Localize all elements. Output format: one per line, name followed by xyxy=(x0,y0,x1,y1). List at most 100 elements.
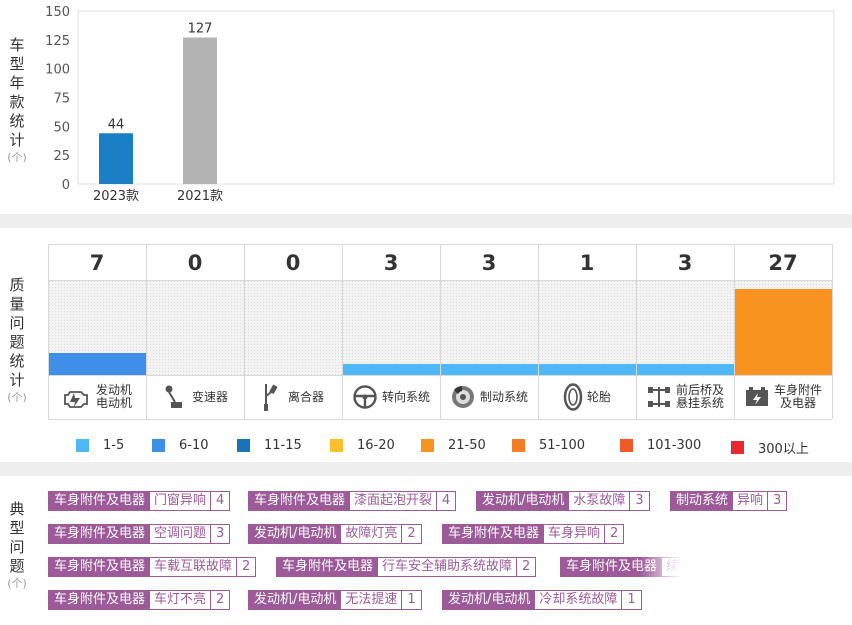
quality-category: 离合器 xyxy=(244,375,342,419)
quality-bar xyxy=(342,364,440,375)
quality-bar-area xyxy=(440,280,538,375)
x-category-label: 2023款 xyxy=(93,189,139,204)
gear-shift-icon xyxy=(165,385,182,408)
issue-tag-issue: 水泵故障 xyxy=(569,492,631,510)
issue-tag-issue: 行车安全辅助系统故障 xyxy=(378,558,518,576)
quality-category-label: 制动系统 xyxy=(479,389,528,404)
issue-tag[interactable]: 车身附件及电器 门窗异响 4 xyxy=(48,491,231,511)
issue-tag[interactable]: 发动机/电动机 无法提速 1 xyxy=(248,590,422,610)
issue-tag[interactable]: 车身附件及电器 车载互联故障 2 xyxy=(48,557,257,577)
suspension-icon xyxy=(647,387,670,407)
issue-tag-category: 车身附件及电器 xyxy=(49,525,151,543)
legend-label: 300以上 xyxy=(758,442,809,457)
grid-line xyxy=(48,244,49,419)
quality-count: 3 xyxy=(481,251,497,275)
issue-tag-category: 制动系统 xyxy=(671,492,734,510)
issue-tag-count: 3 xyxy=(773,493,782,508)
quality-bar xyxy=(538,364,636,375)
issue-tag-category: 发动机/电动机 xyxy=(249,525,342,543)
quality-category-label: 车身附件 及电器 xyxy=(773,383,822,410)
legend-swatch xyxy=(512,439,525,452)
issue-tag[interactable]: 车身附件及电器 车灯不亮 2 xyxy=(48,590,231,610)
legend-label: 11-15 xyxy=(264,438,302,453)
quality-category: 前后桥及 悬挂系统 xyxy=(636,375,734,419)
legend-label: 16-20 xyxy=(357,438,395,453)
legend-item: 16-20 xyxy=(330,438,395,453)
issue-tag-count: 1 xyxy=(627,592,636,607)
grid-line xyxy=(636,244,637,419)
year-stats-unit: (个) xyxy=(7,151,27,164)
issue-tag-category: 车身附件及电器 xyxy=(277,558,379,576)
legend-label: 51-100 xyxy=(539,438,586,453)
issue-tag[interactable]: 发动机/电动机 水泵故障 3 xyxy=(476,491,650,511)
issue-tag[interactable]: 制动系统 异响 3 xyxy=(670,491,788,511)
quality-bar xyxy=(440,364,538,375)
quality-stats-label: 质 量 问 题 统 计 (个) xyxy=(7,276,27,404)
tire-icon xyxy=(563,383,583,411)
issue-tag-count: 2 xyxy=(216,592,225,607)
legend-label: 21-50 xyxy=(448,438,486,453)
issue-tag[interactable]: 发动机/电动机 冷却系统故障 1 xyxy=(442,590,642,610)
legend-item: 51-100 xyxy=(512,438,585,453)
legend-item: 101-300 xyxy=(620,438,701,453)
y-tick-label: 0 xyxy=(62,178,70,193)
legend-swatch xyxy=(421,439,434,452)
legend-swatch xyxy=(76,439,89,452)
grid-line xyxy=(48,419,832,420)
y-tick-label: 75 xyxy=(53,92,70,107)
grid-line xyxy=(440,244,441,419)
legend-label: 101-300 xyxy=(647,438,702,453)
quality-count: 3 xyxy=(383,251,399,275)
battery-icon xyxy=(745,387,768,406)
legend-item: 11-15 xyxy=(237,438,302,453)
quality-category-label: 离合器 xyxy=(287,389,324,404)
quality-category: 变速器 xyxy=(146,375,244,419)
quality-count: 1 xyxy=(579,251,595,275)
legend-item: 300以上 xyxy=(731,438,809,457)
legend-item: 1-5 xyxy=(76,438,124,453)
issue-tag-count: 2 xyxy=(407,526,416,541)
brake-disc-icon xyxy=(451,386,474,408)
issue-tag-issue: 异响 xyxy=(733,492,769,510)
quality-bar-area xyxy=(342,280,440,375)
y-tick-label: 25 xyxy=(53,149,70,164)
quality-count: 0 xyxy=(285,251,301,275)
issue-tag-issue: 故障灯亮 xyxy=(341,525,403,543)
legend-item: 6-10 xyxy=(152,438,209,453)
quality-category: 制动系统 xyxy=(440,375,538,419)
issue-tag[interactable]: 车身附件及电器 漆面起泡开裂 4 xyxy=(248,491,457,511)
legend-swatch xyxy=(152,439,165,452)
issue-tag[interactable]: 车身附件及电器 行车安全辅助系统故障 2 xyxy=(276,557,537,577)
x-category-label: 2021款 xyxy=(177,189,223,204)
bar-value-label: 44 xyxy=(108,117,125,132)
issue-tag-issue: 门窗异响 xyxy=(150,492,212,510)
y-tick-label: 50 xyxy=(53,120,70,135)
quality-category: 车身附件 及电器 xyxy=(734,375,832,419)
y-tick-label: 125 xyxy=(45,34,70,49)
issue-tag[interactable]: 发动机/电动机 故障灯亮 2 xyxy=(248,524,422,544)
bar-value-label: 127 xyxy=(188,22,213,37)
typical-issues-label: 典 型 问 题 (个) xyxy=(7,500,27,590)
quality-legend: 1-5 6-10 11-15 16-20 21-50 51-100 101-300 300以上 xyxy=(76,438,836,457)
quality-bar xyxy=(48,353,146,375)
issue-tag-issue: 车身异响 xyxy=(544,525,606,543)
year-stats-label: 车 型 年 款 统 计 (个) xyxy=(7,36,27,164)
issue-tag-issue: 车载互联故障 xyxy=(150,558,238,576)
grid-line xyxy=(244,244,245,419)
issue-tag[interactable]: 车身附件及电器 空调问题 3 xyxy=(48,524,231,544)
quality-category-label: 发动机 电动机 xyxy=(95,383,132,410)
issue-tag-issue: 空调问题 xyxy=(150,525,212,543)
issue-tag-category: 车身附件及电器 xyxy=(49,558,151,576)
issue-tag-issue: 无法提速 xyxy=(341,591,403,609)
quality-count: 27 xyxy=(768,251,798,275)
quality-count: 7 xyxy=(89,251,105,275)
issue-tag[interactable]: 车身附件及电器 车身异响 2 xyxy=(442,524,625,544)
quality-category-label: 变速器 xyxy=(191,389,228,404)
legend-swatch xyxy=(731,441,744,454)
issue-tag-count: 4 xyxy=(442,493,451,508)
year-bar xyxy=(183,37,217,184)
issue-tag-count: 2 xyxy=(242,559,251,574)
grid-line xyxy=(538,244,539,419)
quality-category-label: 转向系统 xyxy=(381,389,430,404)
issue-tag-category: 发动机/电动机 xyxy=(477,492,570,510)
